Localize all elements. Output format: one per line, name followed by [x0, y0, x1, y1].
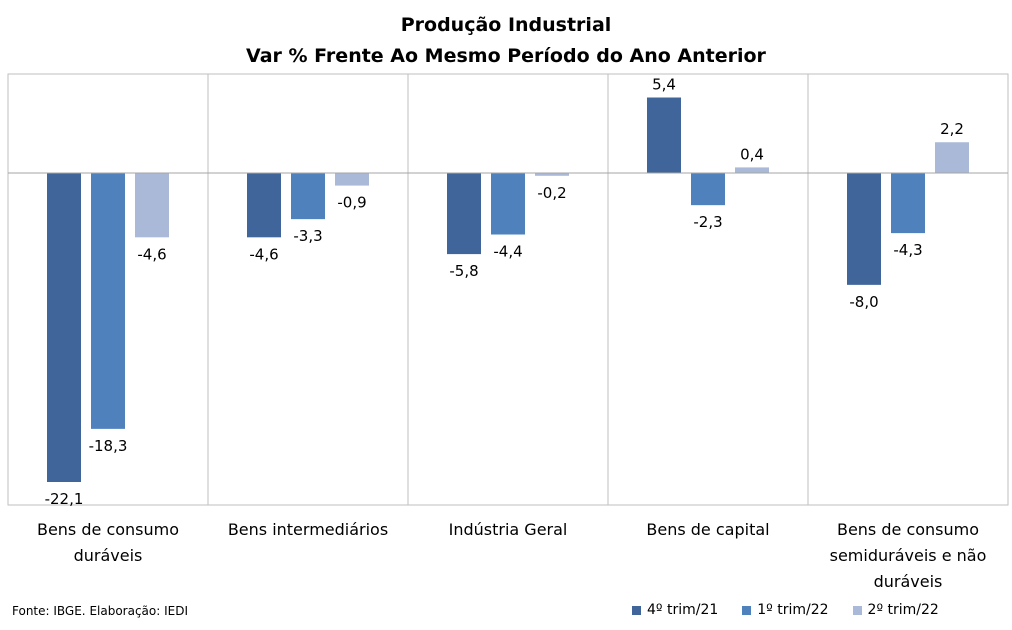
bar-series3-cat5: [935, 142, 969, 173]
data-label-series2-cat4: -2,3: [693, 213, 722, 231]
data-label-series3-cat1: -4,6: [137, 245, 166, 263]
data-label-series2-cat3: -4,4: [493, 243, 522, 261]
category-label-5: Bens de consumo semiduráveis e não durávei…: [830, 520, 987, 591]
plot-area: -22,1 -4,6 -5,8 5,4 -8,0 -18,3 -3,3 -4,4 -2,3 -4,…: [7, 73, 1009, 591]
data-label-series3-cat3: -0,2: [537, 184, 566, 202]
data-label-series3-cat5: 2,2: [940, 120, 964, 138]
legend-swatch: [742, 605, 752, 615]
legend-swatch: [852, 605, 862, 615]
legend-item-2: 1º trim/22: [742, 602, 829, 618]
bar-series2-cat4: [691, 173, 725, 206]
source-note: Fonte: IBGE. Elaboração: IEDI: [12, 604, 189, 618]
bar-series2-cat3: [491, 173, 525, 235]
bar-series2-cat1: [91, 173, 125, 429]
data-label-series1-cat2: -4,6: [249, 245, 278, 263]
data-label-series2-cat1: -18,3: [89, 437, 128, 455]
legend-item-1: 4º trim/21: [632, 602, 718, 618]
bar-series1-cat3: [447, 173, 481, 255]
category-label-1: Bens de consumo duráveis: [37, 520, 179, 565]
legend: 4º trim/21 1º trim/22 2º trim/22: [632, 602, 963, 618]
legend-label: 1º trim/22: [757, 602, 829, 618]
legend-item-3: 2º trim/22: [852, 602, 939, 618]
legend-label: 2º trim/22: [867, 602, 939, 618]
chart-subtitle: Var % Frente Ao Mesmo Período do Ano Ant…: [246, 45, 767, 67]
bar-series2-cat5: [891, 173, 925, 234]
data-label-series3-cat2: -0,9: [337, 194, 366, 212]
bar-series3-cat4: [735, 167, 769, 173]
bar-series1-cat4: [647, 97, 681, 173]
data-label-series1-cat3: -5,8: [449, 262, 478, 280]
category-label-4: Bens de capital: [646, 520, 769, 539]
data-label-series2-cat5: -4,3: [893, 241, 922, 259]
bar-series1-cat2: [247, 173, 281, 238]
data-label-series3-cat4: 0,4: [740, 145, 764, 163]
bar-series3-cat2: [335, 173, 369, 186]
legend-label: 4º trim/21: [647, 602, 719, 618]
data-label-series1-cat1: -22,1: [45, 490, 84, 508]
category-label-3: Indústria Geral: [449, 520, 568, 539]
bar-series3-cat1: [135, 173, 169, 238]
bar-series3-cat3: [535, 173, 569, 176]
chart-title: Produção Industrial: [401, 14, 612, 36]
bar-series1-cat1: [47, 173, 81, 482]
legend-swatch: [632, 605, 641, 615]
bar-series2-cat2: [291, 173, 325, 220]
plot-border: [7, 73, 1009, 506]
data-label-series1-cat4: 5,4: [652, 75, 676, 93]
data-label-series1-cat5: -8,0: [849, 293, 878, 311]
bar-series1-cat5: [847, 173, 881, 285]
data-label-series2-cat2: -3,3: [293, 227, 322, 245]
category-label-2: Bens intermediários: [228, 520, 388, 539]
